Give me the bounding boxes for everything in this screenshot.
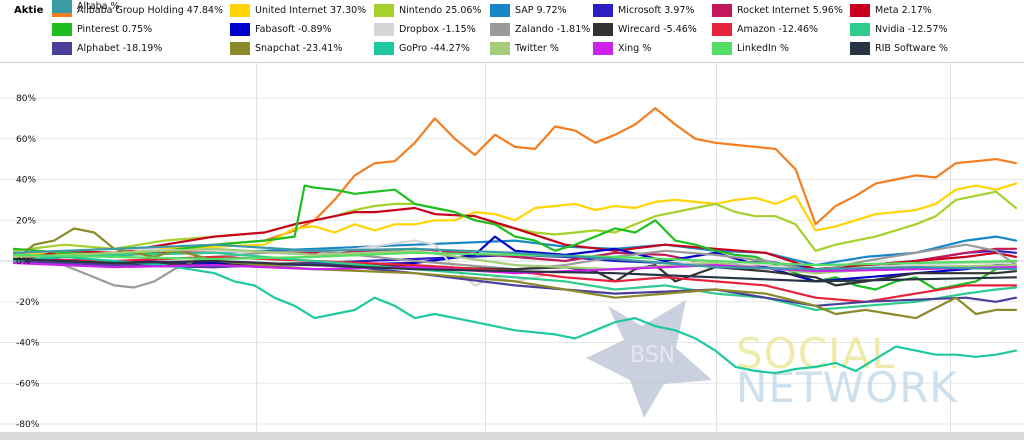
legend-label: Wirecard -5.46%: [618, 24, 697, 35]
legend-swatch: [230, 42, 250, 55]
legend-label: GoPro -44.27%: [399, 43, 470, 54]
series-line: [12, 251, 1018, 267]
y-tick-label: -40%: [16, 339, 40, 349]
series-line: [12, 182, 1018, 256]
legend-label: Microsoft 3.97%: [618, 5, 695, 16]
legend-swatch: [230, 23, 250, 36]
series-line: [12, 206, 1018, 271]
series-line: [12, 107, 1018, 258]
legend-label: Alibaba Group Holding 47.84%: [77, 5, 224, 16]
legend-swatch: [52, 42, 72, 55]
legend-swatch: [850, 23, 870, 36]
bsn-watermark: BSN SOCIAL NETWORK: [586, 300, 958, 418]
legend-swatch: [52, 23, 72, 36]
legend-swatch: [712, 23, 732, 36]
chart-series: [12, 107, 1018, 375]
legend-swatch: [712, 4, 732, 17]
legend-label: Twitter %: [515, 43, 559, 54]
legend-swatch: [490, 42, 510, 55]
legend-label: Dropbox -1.15%: [399, 24, 476, 35]
y-tick-label: 80%: [16, 94, 36, 104]
chart-grid: [0, 62, 1024, 432]
legend-swatch: [490, 23, 510, 36]
legend-label: Rocket Internet 5.96%: [737, 5, 843, 16]
legend-label: Nintendo 25.06%: [399, 5, 482, 16]
y-tick-label: 0%: [16, 257, 31, 267]
y-tick-label: -20%: [16, 298, 40, 308]
legend-label: LinkedIn %: [737, 43, 789, 54]
legend-swatch: [593, 23, 613, 36]
y-tick-label: 40%: [16, 176, 36, 186]
legend-label: Nvidia -12.57%: [875, 24, 948, 35]
legend-label: Fabasoft -0.89%: [255, 24, 332, 35]
legend-swatch: [374, 23, 394, 36]
legend-swatch: [593, 42, 613, 55]
legend-label: Amazon -12.46%: [737, 24, 819, 35]
y-tick-label: 60%: [16, 135, 36, 145]
watermark-line1: SOCIAL: [736, 329, 896, 378]
line-chart: BSN SOCIAL NETWORK 80% 60% 40% 20% 0% -20% -40…: [0, 62, 1024, 440]
chart-legend: Aktie Alibaba Group Holding 47.84% United…: [0, 0, 1024, 62]
series-line: [12, 227, 1018, 320]
y-axis-ticks: 80% 60% 40% 20% 0% -20% -40% -60% -80%: [16, 94, 40, 430]
legend-swatch: [230, 4, 250, 17]
series-line: [12, 255, 1018, 303]
legend-swatch: [374, 4, 394, 17]
legend-label: Xing %: [618, 43, 652, 54]
legend-label: Snapchat -23.41%: [255, 43, 343, 54]
legend-label: Pinterest 0.75%: [77, 24, 153, 35]
legend-swatch: [712, 42, 732, 55]
legend-swatch: [374, 42, 394, 55]
legend-label: Meta 2.17%: [875, 5, 932, 16]
watermark-star-text: BSN: [630, 343, 675, 368]
legend-label: Zalando -1.81%: [515, 24, 591, 35]
series-line: [12, 255, 1018, 375]
legend-swatch: [490, 4, 510, 17]
legend-swatch: [850, 42, 870, 55]
y-tick-label: -80%: [16, 420, 40, 430]
legend-label: Altaba %: [77, 1, 120, 12]
legend-label: Alphabet -18.19%: [77, 43, 163, 54]
watermark-star-icon: [586, 300, 712, 418]
legend-label: SAP 9.72%: [515, 5, 567, 16]
legend-title: Aktie: [14, 5, 44, 16]
series-line: [12, 243, 1018, 271]
watermark-line2: NETWORK: [736, 363, 958, 412]
bottom-scrollbar[interactable]: [0, 432, 1024, 440]
series-line: [12, 261, 1018, 275]
y-tick-label: 20%: [16, 216, 36, 226]
y-tick-label: -60%: [16, 379, 40, 389]
legend-swatch: [593, 4, 613, 17]
legend-swatch: [52, 0, 72, 13]
series-line: [12, 184, 1018, 291]
legend-label: United Internet 37.30%: [255, 5, 367, 16]
legend-label: RIB Software %: [875, 43, 948, 54]
series-line: [12, 257, 1018, 283]
legend-swatch: [850, 4, 870, 17]
